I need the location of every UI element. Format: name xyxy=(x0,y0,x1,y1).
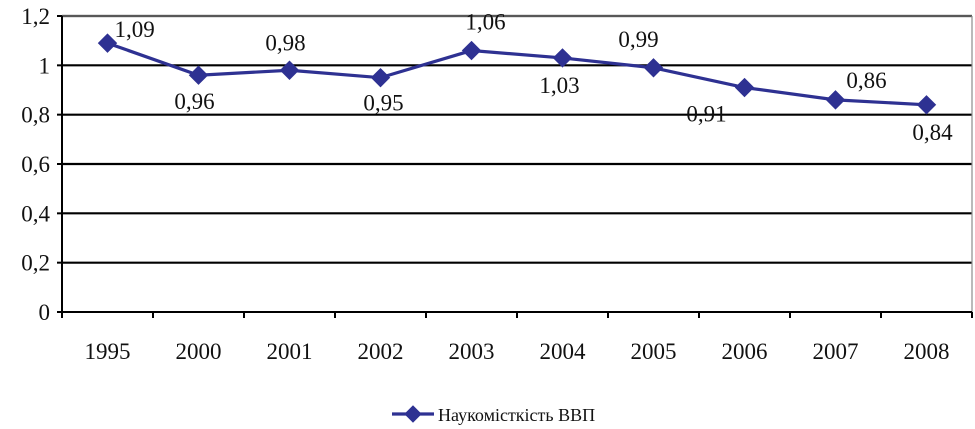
legend-label: Наукомісткість ВВП xyxy=(438,405,595,425)
x-tick-label: 2006 xyxy=(722,339,768,364)
data-label: 0,99 xyxy=(618,27,658,52)
data-point-marker xyxy=(97,33,118,53)
legend-diamond-icon xyxy=(404,405,422,423)
data-label: 0,84 xyxy=(912,120,953,145)
data-label: 0,91 xyxy=(686,102,726,127)
x-tick-label: 1995 xyxy=(85,339,131,364)
legend: Наукомісткість ВВП xyxy=(392,405,595,425)
y-tick-label: 0,2 xyxy=(21,251,50,276)
data-label: 0,86 xyxy=(846,68,886,93)
data-point-marker xyxy=(916,95,937,115)
y-tick-label: 0,6 xyxy=(21,152,50,177)
axis-layer: 0 0,2 0,4 0,6 0,8 1 1,2 1995 2000 2001 2002 2003 200… xyxy=(21,4,973,364)
x-tick-label: 2007 xyxy=(813,339,859,364)
data-point-marker xyxy=(279,60,300,80)
data-label: 1,06 xyxy=(465,10,505,35)
data-point-marker xyxy=(370,67,391,88)
x-tick-label: 2002 xyxy=(358,339,404,364)
x-tick-label: 2000 xyxy=(176,339,222,364)
data-label: 0,96 xyxy=(174,89,214,114)
x-tick-label: 2003 xyxy=(449,339,495,364)
data-point-marker xyxy=(552,48,573,68)
data-label: 0,98 xyxy=(265,30,305,55)
series-layer xyxy=(97,33,937,115)
y-tick-label: 0,8 xyxy=(21,103,50,128)
data-point-marker xyxy=(825,90,846,110)
y-tick-label: 0,4 xyxy=(21,201,50,226)
data-point-marker xyxy=(734,77,755,98)
y-tick-label: 1 xyxy=(39,53,51,78)
label-layer: 1,09 0,96 0,98 0,95 1,06 1,03 0,99 0,91 0,86 0,84 xyxy=(115,10,954,145)
data-point-marker xyxy=(188,65,209,85)
data-label: 1,09 xyxy=(115,17,155,42)
x-tick-label: 2004 xyxy=(540,339,587,364)
x-tick-label: 2001 xyxy=(267,339,313,364)
y-tick-label: 1,2 xyxy=(21,4,50,29)
data-label: 0,95 xyxy=(363,91,403,116)
data-point-marker xyxy=(643,58,664,78)
series-line xyxy=(106,41,927,107)
data-label: 1,03 xyxy=(539,73,579,98)
x-tick-label: 2005 xyxy=(631,339,677,364)
y-tick-label: 0 xyxy=(39,300,51,325)
data-point-marker xyxy=(461,40,482,61)
x-tick-label: 2008 xyxy=(904,339,950,364)
